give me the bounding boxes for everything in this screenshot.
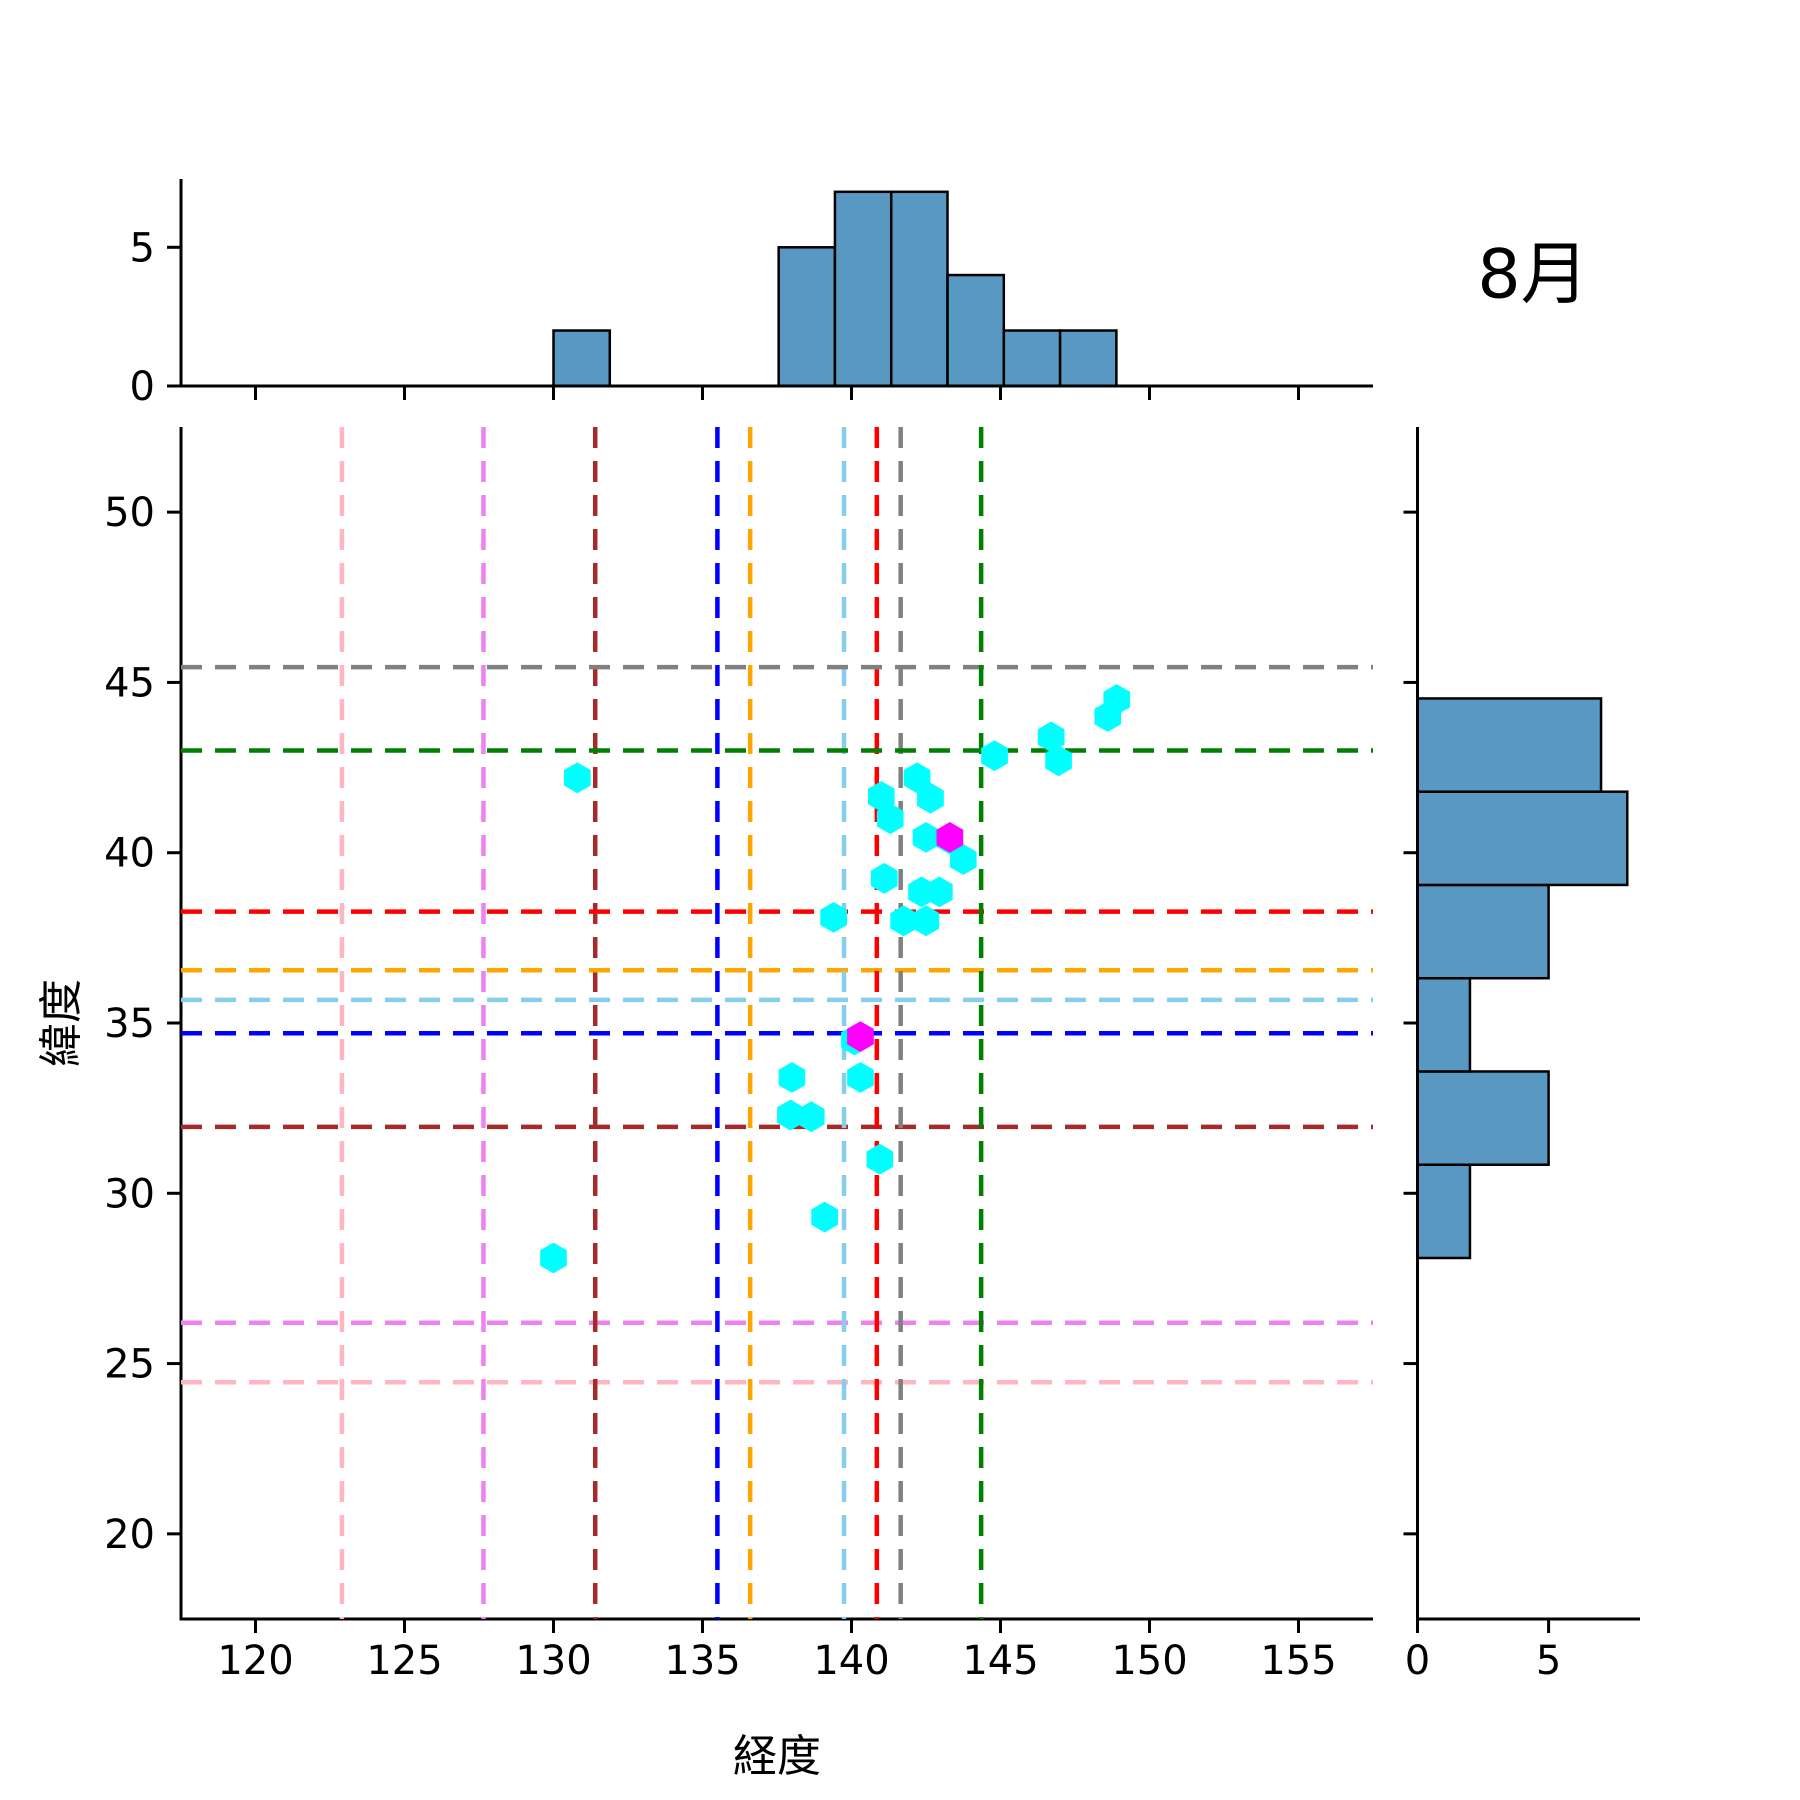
- top-hist-bar: [833, 190, 893, 388]
- data-point-hexagon: [777, 1099, 804, 1131]
- right-hist-bar: [1416, 1070, 1550, 1166]
- right-hist-bar: [1416, 790, 1629, 887]
- data-point-hexagon: [912, 905, 940, 937]
- top-hist-bar: [1058, 329, 1118, 388]
- data-point-hexagon: [540, 1242, 567, 1274]
- data-point-hexagon: [866, 1143, 894, 1175]
- right-hist-bar: [1416, 976, 1472, 1073]
- data-point-hexagon: [564, 762, 591, 794]
- x-tick-label: 140: [813, 1638, 889, 1684]
- right-hist-bar: [1416, 1163, 1472, 1260]
- top-hist-bar: [946, 273, 1006, 388]
- x-tick-label: 135: [664, 1638, 740, 1684]
- highlighted-point-hexagon: [847, 1021, 874, 1052]
- data-point-hexagon: [876, 803, 904, 835]
- right-hist-count-label: 5: [1536, 1638, 1561, 1684]
- data-point-hexagon: [912, 822, 940, 853]
- x-axis-label: 経度: [733, 1731, 821, 1782]
- x-tick-label: 125: [366, 1638, 442, 1684]
- top-hist-bar: [777, 246, 837, 388]
- top-hist-bar: [889, 190, 949, 388]
- right-hist-bar: [1416, 883, 1550, 980]
- y-tick-label: 25: [104, 1342, 155, 1388]
- data-point-hexagon: [890, 905, 917, 937]
- data-point-hexagon: [949, 844, 977, 875]
- data-point-hexagon: [811, 1201, 838, 1233]
- highlighted-point-hexagon: [936, 822, 964, 853]
- right-hist-count-label: 0: [1405, 1638, 1430, 1684]
- top-hist-bar: [552, 329, 612, 388]
- top-hist-count-label: 0: [130, 364, 155, 410]
- data-point-hexagon: [870, 862, 898, 894]
- y-tick-label: 35: [104, 1001, 155, 1047]
- data-point-hexagon: [917, 782, 944, 814]
- right-hist-bar: [1416, 697, 1603, 793]
- data-point-hexagon: [847, 1062, 874, 1093]
- data-point-hexagon: [1045, 745, 1072, 777]
- y-tick-label: 20: [104, 1512, 155, 1558]
- y-tick-label: 50: [104, 490, 155, 536]
- top-hist-bar: [1002, 329, 1062, 388]
- x-tick-label: 150: [1111, 1638, 1187, 1684]
- data-point-hexagon: [926, 876, 953, 908]
- data-point-hexagon: [1094, 701, 1122, 732]
- y-tick-label: 40: [104, 831, 155, 877]
- data-point-hexagon: [820, 902, 847, 933]
- data-point-hexagon: [797, 1101, 825, 1133]
- chart-title: 8月: [1477, 235, 1589, 315]
- x-tick-label: 155: [1260, 1638, 1336, 1684]
- data-point-hexagon: [778, 1062, 806, 1093]
- data-point-hexagon: [903, 762, 931, 794]
- x-tick-label: 145: [962, 1638, 1038, 1684]
- y-tick-label: 30: [104, 1171, 155, 1217]
- x-tick-label: 130: [515, 1638, 591, 1684]
- data-point-hexagon: [981, 740, 1008, 772]
- top-hist-count-label: 5: [130, 225, 155, 271]
- y-axis-label: 緯度: [36, 979, 87, 1067]
- data-point-hexagon: [868, 781, 895, 812]
- data-point-hexagon: [1037, 721, 1065, 753]
- y-tick-label: 45: [104, 660, 155, 706]
- x-tick-label: 120: [217, 1638, 293, 1684]
